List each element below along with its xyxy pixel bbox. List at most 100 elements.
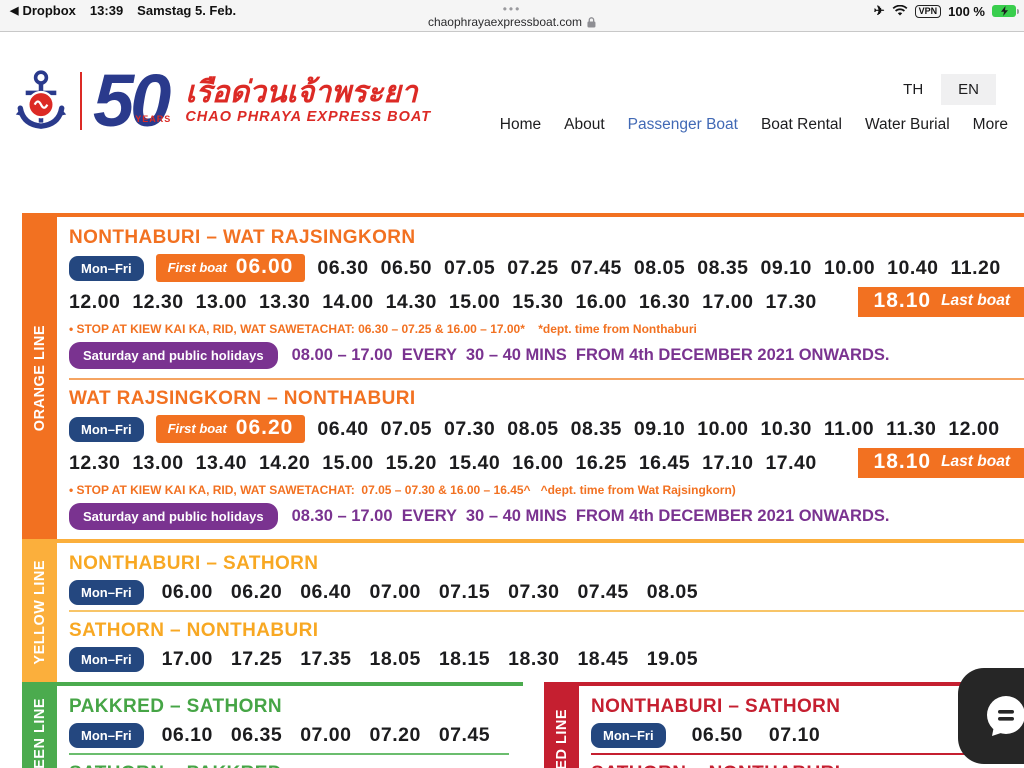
nav-item-passenger-boat[interactable]: Passenger Boat — [627, 116, 738, 133]
last-boat-badge: 18.10 Last boat — [857, 287, 1024, 317]
time-cell: 09.10 — [760, 256, 812, 279]
stop-note: • STOP AT KIEW KAI KA, RID, WAT SAWETACH… — [69, 322, 697, 336]
time-cell: 10.30 — [760, 417, 812, 440]
chat-widget-button[interactable] — [958, 668, 1024, 764]
lang-th-button[interactable]: TH — [903, 81, 924, 98]
first-boat-time: 06.00 — [235, 255, 294, 278]
thai-brand-title: เรือด่วนเจ้าพระยา — [185, 76, 418, 109]
time-cell: 17.35 — [300, 648, 352, 670]
mon-fri-badge: Mon–Fri — [591, 723, 666, 748]
nav-item-home[interactable]: Home — [499, 116, 542, 133]
nav-item-boat-rental[interactable]: Boat Rental — [760, 116, 842, 133]
time-cell: 18.30 — [508, 648, 560, 670]
saturday-badge: Saturday and public holidays — [69, 342, 278, 369]
time-cell: 07.25 — [507, 256, 559, 279]
battery-charging-icon — [992, 5, 1019, 17]
time-cell: 07.45 — [570, 256, 622, 279]
airplane-mode-icon: ✈ — [873, 3, 885, 18]
nav-item-about[interactable]: About — [564, 116, 605, 133]
stop-note: • STOP AT KIEW KAI KA, RID, WAT SAWETACH… — [69, 483, 736, 497]
ios-status-bar: ◀ Dropbox 13:39 Samstag 5. Feb. ••• ✈ VP… — [0, 0, 1024, 32]
time-cell: 17.00 — [702, 290, 754, 313]
back-app-label: Dropbox — [22, 3, 76, 18]
nav-item-water-burial[interactable]: Water Burial — [864, 116, 950, 133]
weekday-times-row: 12.30 13.00 13.40 14.20 15.00 15.20 15.40 16.00… — [69, 448, 1024, 478]
time-cell: 15.30 — [512, 290, 564, 313]
green-line-sidebar: GREEN LINE — [22, 686, 57, 768]
first-boat-badge: First boat 06.00 — [155, 254, 306, 282]
status-time: 13:39 — [89, 3, 124, 18]
weekday-times-row: Mon–Fri First boat 06.00 06.30 06.50 07.05… — [69, 254, 1024, 282]
orange-line-sidebar: ORANGE LINE — [22, 217, 57, 539]
route-title: SATHORN – PAKKRED — [69, 763, 523, 768]
time-cell: 14.30 — [385, 290, 437, 313]
time-cell: 12.30 — [69, 451, 121, 474]
years-label: YEARS — [135, 114, 172, 124]
time-cell: 17.40 — [765, 451, 817, 474]
yellow-line-sidebar: YELLOW LINE — [22, 543, 57, 682]
orange-line-label: ORANGE LINE — [31, 324, 48, 432]
time-cell: 07.45 — [438, 724, 491, 746]
tab-overview-dots[interactable]: ••• — [502, 2, 522, 16]
wifi-icon — [892, 5, 908, 16]
red-line-label: RED LINE — [553, 709, 570, 768]
mon-fri-badge: Mon–Fri — [69, 647, 144, 672]
time-cell: 11.00 — [823, 417, 875, 440]
mon-fri-badge: Mon–Fri — [69, 580, 144, 605]
site-logo[interactable]: 50 YEARS เรือด่วนเจ้าพระยา CHAO PHRAYA E… — [14, 64, 432, 138]
saturday-row: Saturday and public holidays 08.30 – 17.… — [69, 503, 1024, 530]
mon-fri-badge: Mon–Fri — [69, 416, 144, 442]
time-cell: 07.05 — [380, 417, 432, 440]
time-cell: 06.50 — [380, 256, 432, 279]
logo-divider — [80, 72, 82, 130]
red-line-section: RED LINE NONTHABURI – SATHORN Mon–Fri 06… — [544, 682, 1024, 768]
route-title: NONTHABURI – SATHORN — [591, 696, 841, 717]
orange-line-section: ORANGE LINE NONTHABURI – WAT RAJSINGKORN… — [22, 213, 1024, 539]
time-cell: 08.05 — [646, 581, 699, 603]
route-title: NONTHABURI – SATHORN — [69, 553, 319, 574]
weekday-times-row: Mon–Fri 06.50 07.10 — [591, 723, 1024, 748]
main-nav: Home About Passenger Boat Boat Rental Wa… — [500, 116, 1008, 134]
time-cell: 12.30 — [132, 290, 184, 313]
brand-subtitle: CHAO PHRAYA EXPRESS BOAT — [185, 109, 432, 125]
weekday-times-row: Mon–Fri First boat 06.20 06.40 07.05 07.30… — [69, 415, 1024, 443]
time-cell: 15.00 — [448, 290, 501, 313]
time-cell: 07.00 — [369, 581, 421, 603]
weekday-times-row: Mon–Fri 06.00 06.20 06.40 07.00 07.15 07.30 07… — [69, 580, 1024, 605]
time-cell: 18.15 — [438, 648, 491, 670]
lang-en-button[interactable]: EN — [941, 74, 996, 105]
time-cell: 16.00 — [512, 451, 564, 474]
time-cell: 06.50 — [691, 724, 743, 746]
time-cell: 11.30 — [886, 417, 937, 440]
last-boat-label: Last boat — [941, 292, 1010, 309]
section-divider — [591, 753, 1024, 755]
route-title: NONTHABURI – WAT RAJSINGKORN — [69, 227, 416, 248]
time-cell: 17.00 — [161, 648, 213, 670]
saturday-times: 08.00 – 17.00 EVERY 30 – 40 MINS FROM 4t… — [291, 346, 890, 364]
time-cell: 09.10 — [633, 417, 686, 440]
time-cell: 15.40 — [448, 451, 501, 474]
status-date: Samstag 5. Feb. — [137, 3, 237, 18]
last-boat-badge: 18.10 Last boat — [857, 448, 1024, 478]
time-cell: 07.20 — [369, 724, 421, 746]
fifty-number: 50 — [93, 59, 171, 142]
timetable-main: ORANGE LINE NONTHABURI – WAT RAJSINGKORN… — [22, 213, 1024, 682]
first-boat-badge: First boat 06.20 — [155, 415, 306, 443]
section-divider — [69, 610, 1024, 612]
nav-item-more[interactable]: More — [972, 116, 1008, 133]
saturday-badge: Saturday and public holidays — [69, 503, 278, 530]
battery-percent: 100 % — [948, 3, 985, 19]
time-cell: 15.00 — [322, 451, 374, 474]
url-text: chaophrayaexpressboat.com — [427, 15, 583, 29]
time-cell: 16.25 — [575, 451, 627, 474]
back-to-dropbox-button[interactable]: ◀ Dropbox — [10, 3, 76, 18]
red-line-sidebar: RED LINE — [544, 686, 579, 768]
status-left: ◀ Dropbox 13:39 Samstag 5. Feb. — [10, 3, 236, 18]
time-cell: 10.40 — [887, 256, 939, 279]
time-cell: 17.30 — [765, 290, 817, 313]
browser-address-bar[interactable]: chaophrayaexpressboat.com — [428, 15, 596, 29]
language-switcher: TH EN — [897, 74, 996, 105]
time-cell: 15.20 — [385, 451, 437, 474]
time-cell: 16.45 — [638, 451, 691, 474]
time-cell: 18.45 — [577, 648, 629, 670]
